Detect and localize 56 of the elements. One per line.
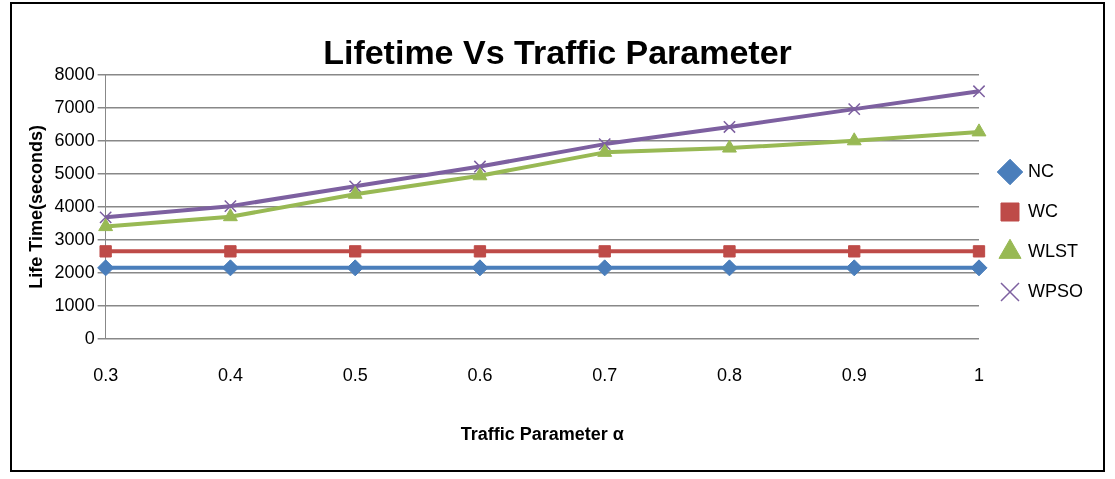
x-tick-label: 1: [973, 364, 985, 385]
point: [348, 179, 362, 193]
point: [847, 102, 861, 116]
x-tick-label: 0.5: [342, 364, 368, 385]
y-axis-title: Life Time(seconds): [25, 124, 46, 289]
point: [597, 143, 613, 157]
legend-label: WC: [1028, 200, 1058, 221]
point: [970, 259, 988, 277]
point: [471, 259, 489, 277]
point: [845, 259, 863, 277]
point: [846, 132, 862, 146]
x-tick-label: 0.3: [93, 364, 119, 385]
x-tick-label: 0.8: [716, 364, 742, 385]
point: [722, 139, 737, 153]
x-tick-label: 0.9: [841, 364, 867, 385]
y-tick-label: 2000: [54, 261, 95, 282]
point: [472, 167, 488, 181]
point: [224, 245, 237, 258]
legend-label: WLST: [1028, 240, 1079, 261]
point: [473, 160, 487, 173]
point: [971, 123, 987, 137]
point: [723, 120, 736, 134]
y-tick-label: 0: [84, 327, 95, 348]
point: [221, 259, 239, 277]
point: [222, 208, 238, 222]
point: [346, 259, 364, 277]
legend-label: NC: [1028, 160, 1054, 181]
point: [972, 84, 986, 98]
y-tick-label: 3000: [54, 228, 95, 249]
y-tick-label: 8000: [54, 63, 95, 84]
point: [598, 137, 612, 151]
point: [224, 199, 237, 213]
y-tick-label: 7000: [54, 96, 95, 117]
point: [848, 245, 861, 258]
y-tick-label: 4000: [54, 195, 95, 216]
point: [473, 245, 487, 258]
x-tick-label: 0.4: [217, 364, 243, 385]
point: [598, 245, 611, 258]
point: [347, 185, 363, 199]
point: [98, 218, 114, 232]
x-axis-title: Traffic Parameter α: [460, 424, 624, 445]
x-tick-label: 0.6: [467, 364, 493, 385]
point: [99, 245, 112, 258]
point: [720, 259, 738, 277]
point: [99, 210, 113, 224]
y-tick-label: 1000: [54, 294, 95, 315]
point: [723, 245, 736, 258]
point: [97, 259, 115, 277]
point: [596, 259, 614, 277]
legend-label: WPSO: [1028, 280, 1084, 301]
point: [349, 245, 362, 258]
chart-title: Lifetime Vs Traffic Parameter: [323, 32, 792, 71]
x-tick-label: 0.7: [592, 364, 618, 385]
point: [972, 245, 986, 258]
y-tick-label: 5000: [54, 162, 95, 183]
y-tick-label: 6000: [54, 129, 95, 150]
